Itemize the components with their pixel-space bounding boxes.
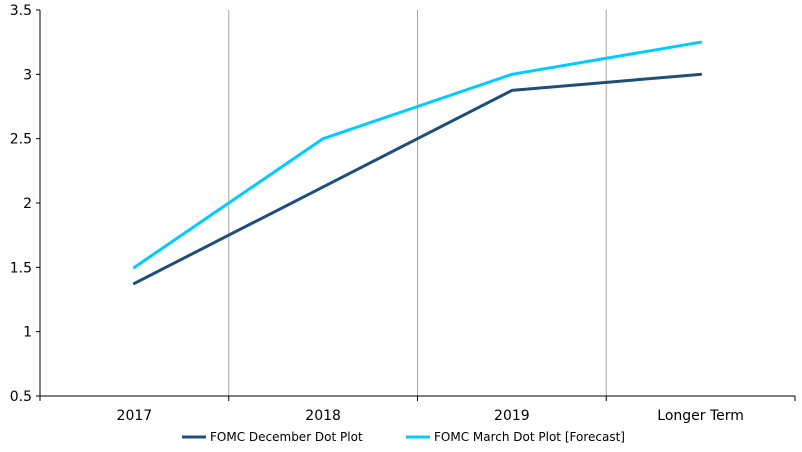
y-tick-label: 2.5: [10, 132, 32, 148]
y-tick-label: 0.5: [10, 389, 32, 405]
y-tick-label: 2: [23, 196, 32, 212]
legend: FOMC December Dot Plot FOMC March Dot Plo…: [182, 430, 625, 444]
x-tick-label: 2018: [305, 408, 341, 424]
legend-label: FOMC December Dot Plot: [210, 430, 363, 444]
x-tick-label: 2017: [117, 408, 153, 424]
y-tick-label: 3.5: [10, 3, 32, 19]
y-tick-label: 3: [23, 67, 32, 83]
y-tick-label: 1: [23, 325, 32, 341]
x-tick-label: Longer Term: [657, 408, 744, 424]
axes: [36, 9, 796, 401]
x-axis-tick-labels: 2017 2018 2019 Longer Term: [117, 408, 744, 424]
x-tick-label: 2019: [494, 408, 530, 424]
series-line-1: [132, 72, 703, 285]
legend-label: FOMC March Dot Plot [Forecast]: [434, 430, 625, 444]
y-tick-label: 1.5: [10, 260, 32, 276]
series-lines: [132, 40, 703, 285]
y-axis-tick-labels: 0.5 1 1.5 2 2.5 3 3.5: [10, 3, 32, 405]
series-line-2: [132, 40, 703, 269]
